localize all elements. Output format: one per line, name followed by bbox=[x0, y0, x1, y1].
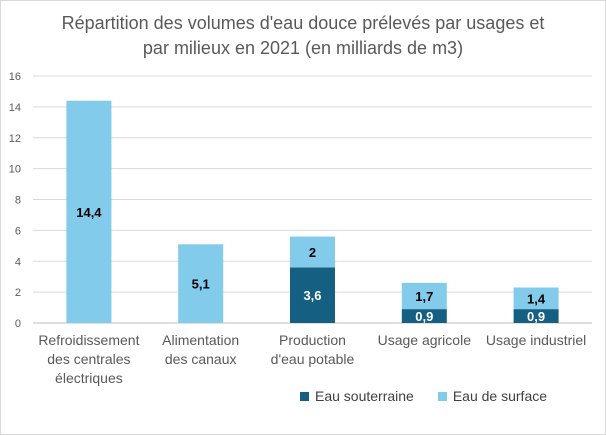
y-tick-label-10: 10 bbox=[9, 164, 21, 176]
x-tick-label-alimentation-des-canaux-1: Alimentation bbox=[162, 332, 239, 348]
legend-item-eau-de-surface: Eau de surface bbox=[437, 388, 548, 404]
bar-eau-de-surface-usage-industriel bbox=[513, 287, 559, 310]
x-tick-label-refroidissement-des-centrales-electriques-1: Refroidissement bbox=[38, 332, 139, 348]
y-tick-label-8: 8 bbox=[15, 195, 21, 207]
legend-label-eau-souterraine: Eau souterraine bbox=[315, 388, 414, 404]
x-tick-label-alimentation-des-canaux-2: des canaux bbox=[165, 351, 237, 367]
bar-eau-de-surface-usage-agricole bbox=[401, 282, 447, 310]
chart-title: Répartition des volumes d'eau douce prél… bbox=[40, 11, 566, 61]
legend-swatch-eau-de-surface bbox=[437, 391, 447, 401]
legend-item-eau-souterraine: Eau souterraine bbox=[300, 388, 414, 404]
legend-swatch-eau-souterraine bbox=[300, 391, 309, 401]
legend-label-eau-de-surface: Eau de surface bbox=[452, 388, 548, 404]
y-tick-label-0: 0 bbox=[15, 318, 21, 330]
data-label-eau-souterraine-production-d-eau-potable: 3,6 bbox=[303, 288, 321, 303]
bar-eau-de-surface-production-d-eau-potable bbox=[290, 236, 335, 268]
bar-eau-de-surface-refroidissement-des-centrales-electriques bbox=[66, 100, 112, 323]
data-label-eau-souterraine-usage-agricole: 0,9 bbox=[415, 309, 433, 324]
y-tick-label-2: 2 bbox=[15, 287, 21, 299]
y-tick-label-6: 6 bbox=[15, 225, 21, 237]
bar-eau-souterraine-usage-industriel bbox=[513, 309, 559, 323]
y-tick-label-12: 12 bbox=[9, 133, 21, 145]
x-tick-label-production-d-eau-potable-2: d'eau potable bbox=[271, 351, 355, 367]
data-label-eau-de-surface-production-d-eau-potable: 2 bbox=[309, 245, 316, 260]
bar-eau-de-surface-alimentation-des-canaux bbox=[178, 244, 224, 323]
bar-eau-souterraine-usage-agricole bbox=[401, 309, 447, 323]
x-tick-label-usage-agricole-1: Usage agricole bbox=[378, 332, 472, 348]
data-label-eau-de-surface-alimentation-des-canaux: 5,1 bbox=[192, 277, 210, 292]
chart-title-line-1: Répartition des volumes d'eau douce prél… bbox=[61, 13, 545, 33]
chart-legend: Eau souterraine Eau de surface bbox=[300, 388, 547, 404]
data-label-eau-de-surface-usage-agricole: 1,7 bbox=[415, 289, 433, 304]
x-tick-label-refroidissement-des-centrales-electriques-2: des centrales bbox=[47, 351, 130, 367]
y-tick-label-4: 4 bbox=[15, 256, 21, 268]
data-label-eau-de-surface-usage-industriel: 1,4 bbox=[527, 291, 546, 306]
y-tick-label-16: 16 bbox=[9, 71, 21, 83]
x-tick-label-usage-industriel-1: Usage industriel bbox=[486, 332, 586, 348]
x-tick-label-refroidissement-des-centrales-electriques-3: électriques bbox=[55, 370, 123, 386]
data-label-eau-de-surface-refroidissement-des-centrales-electriques: 14,4 bbox=[76, 205, 102, 220]
bar-eau-souterraine-production-d-eau-potable bbox=[290, 267, 335, 323]
data-label-eau-souterraine-usage-industriel: 0,9 bbox=[527, 309, 545, 324]
x-tick-label-production-d-eau-potable-1: Production bbox=[279, 332, 346, 348]
y-tick-label-14: 14 bbox=[9, 102, 21, 114]
chart-title-line-2: par milieux en 2021 (en milliards de m3) bbox=[142, 38, 464, 58]
